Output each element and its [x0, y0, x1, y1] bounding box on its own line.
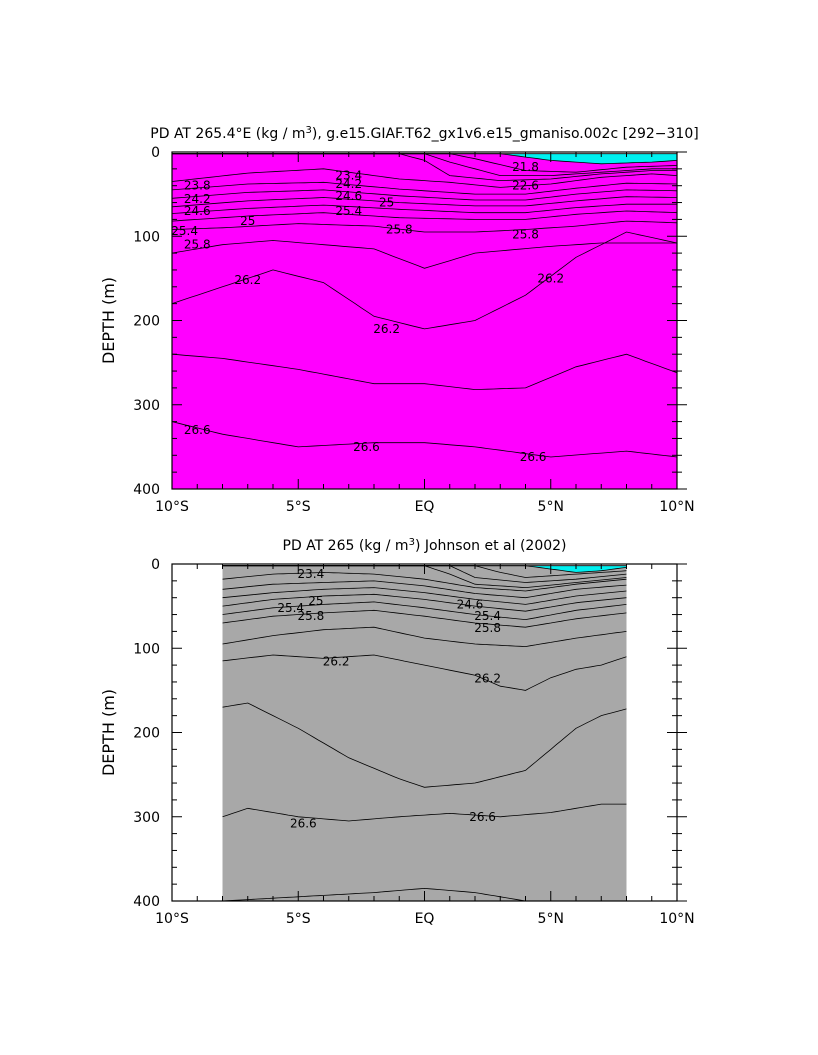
contour-label: 25.4: [277, 601, 304, 615]
contour-label: 22.6: [512, 179, 539, 193]
contour-label: 26.6: [469, 810, 496, 824]
contour-label: 26.2: [537, 271, 564, 285]
contour-line-9: [222, 580, 627, 599]
contour-label: 25.8: [298, 609, 325, 623]
contour-label: 23.8: [184, 179, 211, 193]
x-tick-label: 5°N: [538, 911, 564, 927]
x-tick-label: 5°S: [286, 911, 311, 927]
y-tick-label: 100: [133, 641, 160, 657]
contour-label: 25.4: [171, 224, 198, 238]
contour-line-5: [171, 210, 678, 222]
contour-label: 25.8: [474, 621, 501, 635]
contour-label: 23.4: [335, 169, 362, 183]
x-tick-label: 10°S: [155, 911, 189, 927]
contour-label: 26.2: [474, 672, 501, 686]
contour-label: 25.4: [474, 609, 501, 623]
contour-label: 26.2: [234, 273, 261, 287]
chart-title: PD AT 265.4°E (kg / m3), g.e15.GIAF.T62_…: [150, 125, 698, 142]
y-tick-label: 200: [133, 726, 160, 742]
contour-label: 26.6: [353, 440, 380, 454]
contour-label: 24.2: [335, 177, 362, 191]
contour-label: 21.8: [512, 160, 539, 174]
contour-line-4: [171, 220, 678, 233]
contour-label: 26.2: [323, 655, 350, 669]
contour-label: 25: [379, 196, 394, 210]
contour-line-9: [171, 181, 678, 195]
contour-label: 26.6: [520, 450, 547, 464]
contour-label: 26.6: [184, 423, 211, 437]
contour-label: 26.6: [290, 816, 317, 830]
model-density-section-panel: 23.424.224.6 2525.425.823.824.224.62525.4…: [99, 125, 699, 515]
contour-line-2: [171, 231, 678, 330]
contour-label: 25.8: [184, 238, 211, 252]
contour-line-1: [171, 353, 678, 391]
y-tick-label: 100: [133, 229, 160, 245]
y-tick-label: 400: [133, 482, 160, 498]
y-tick-label: 300: [133, 398, 160, 414]
contour-line-3: [171, 240, 677, 269]
x-tick-label: 10°N: [659, 499, 694, 515]
y-tick-label: 200: [133, 314, 160, 330]
contour-label: 25.4: [335, 204, 362, 218]
contour-label: 24.6: [184, 204, 211, 218]
contour-line-10: [222, 571, 627, 592]
contour-line-3: [222, 654, 627, 691]
contour-line-10: [171, 168, 678, 188]
x-tick-label: 5°S: [286, 499, 311, 515]
contour-label: 23.4: [298, 567, 325, 581]
density-layer-15: [172, 153, 677, 489]
contour-line-5: [222, 609, 627, 628]
contour-line-4: [222, 626, 627, 648]
contour-line-2: [222, 702, 627, 788]
y-axis-label: DEPTH (m): [99, 277, 118, 364]
contour-label: 25.8: [512, 228, 539, 242]
y-tick-label: 0: [151, 557, 160, 573]
x-tick-label: EQ: [415, 499, 435, 515]
contour-label: 25: [308, 594, 323, 608]
contour-line-8: [222, 587, 627, 605]
contour-label: 24.6: [335, 189, 362, 203]
contour-line-6: [171, 203, 677, 214]
contour-line-7: [222, 593, 627, 612]
contour-line-7: [171, 196, 678, 208]
y-tick-label: 300: [133, 810, 160, 826]
contour-line-8: [171, 189, 678, 201]
y-tick-label: 0: [151, 145, 160, 161]
contour-line-6: [222, 601, 627, 621]
contour-label: 24.2: [184, 192, 211, 206]
y-tick-label: 400: [133, 894, 160, 910]
contour-line-0: [171, 421, 678, 458]
x-tick-label: EQ: [415, 911, 435, 927]
x-tick-label: 10°N: [659, 911, 694, 927]
contour-label: 24.6: [457, 597, 484, 611]
chart-title: PD AT 265 (kg / m3) Johnson et al (2002): [283, 537, 567, 554]
contour-label: 26.2: [373, 322, 400, 336]
x-tick-label: 5°N: [538, 499, 564, 515]
contour-label: 25: [240, 214, 255, 228]
x-tick-label: 10°S: [155, 499, 189, 515]
contour-line-1: [222, 803, 627, 822]
density-layer-15: [222, 565, 627, 901]
contour-label: 25.8: [386, 223, 413, 237]
y-axis-label: DEPTH (m): [99, 689, 118, 776]
